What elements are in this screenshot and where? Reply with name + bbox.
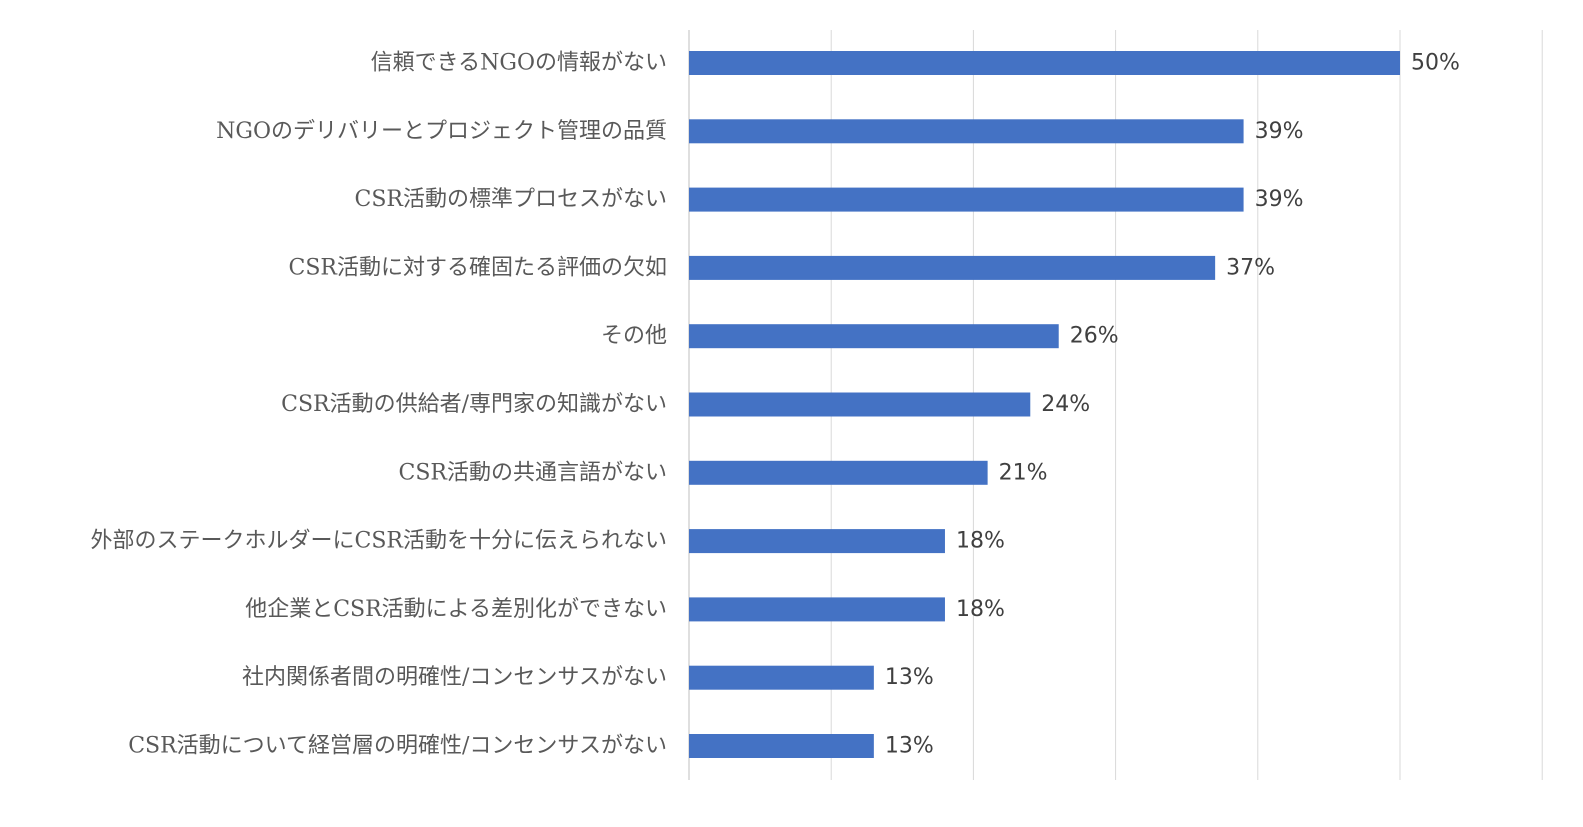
bar xyxy=(689,529,945,554)
data-label: 39% xyxy=(1255,187,1304,212)
data-label: 13% xyxy=(885,665,934,690)
category-label: 他企業とCSR活動による差別化ができない xyxy=(245,597,667,622)
category-label: CSR活動に対する確固たる評価の欠如 xyxy=(289,255,667,280)
category-label: 外部のステークホルダーにCSR活動を十分に伝えられない xyxy=(91,529,667,554)
data-label: 18% xyxy=(956,529,1005,554)
data-label: 50% xyxy=(1411,51,1460,76)
category-label: その他 xyxy=(601,324,667,349)
bar xyxy=(689,51,1400,75)
bar xyxy=(689,665,874,690)
category-label: 信頼できるNGOの情報がない xyxy=(371,51,667,76)
data-label: 13% xyxy=(885,734,934,759)
category-label: CSR活動の共通言語がない xyxy=(399,460,667,485)
category-labels: 信頼できるNGOの情報がない NGOのデリバリーとプロジェクト管理の品質 CSR活動… xyxy=(91,51,667,759)
category-label: CSR活動について経営層の明確性/コンセンサスがない xyxy=(128,734,667,759)
bar xyxy=(689,255,1216,280)
data-label: 26% xyxy=(1070,324,1119,349)
data-label: 18% xyxy=(956,597,1005,622)
value-labels: 50% 39% 39% 37% 26% 24% 21% 18% 18% 13% 13% xyxy=(885,51,1460,759)
data-label: 37% xyxy=(1226,255,1275,280)
data-label: 39% xyxy=(1255,119,1304,144)
bar xyxy=(689,119,1244,144)
bar xyxy=(689,392,1031,417)
gridlines xyxy=(688,30,1543,780)
bar xyxy=(689,324,1059,349)
data-label: 24% xyxy=(1041,392,1090,417)
data-label: 21% xyxy=(999,460,1048,485)
bar xyxy=(689,597,945,622)
category-label: CSR活動の供給者/専門家の知識がない xyxy=(281,392,667,417)
bar xyxy=(689,187,1244,212)
category-label: CSR活動の標準プロセスがない xyxy=(355,187,667,212)
bars xyxy=(689,51,1400,758)
bar xyxy=(689,460,988,485)
bar xyxy=(689,734,874,758)
category-label: NGOのデリバリーとプロジェクト管理の品質 xyxy=(216,119,667,144)
category-label: 社内関係者間の明確性/コンセンサスがない xyxy=(242,665,667,690)
